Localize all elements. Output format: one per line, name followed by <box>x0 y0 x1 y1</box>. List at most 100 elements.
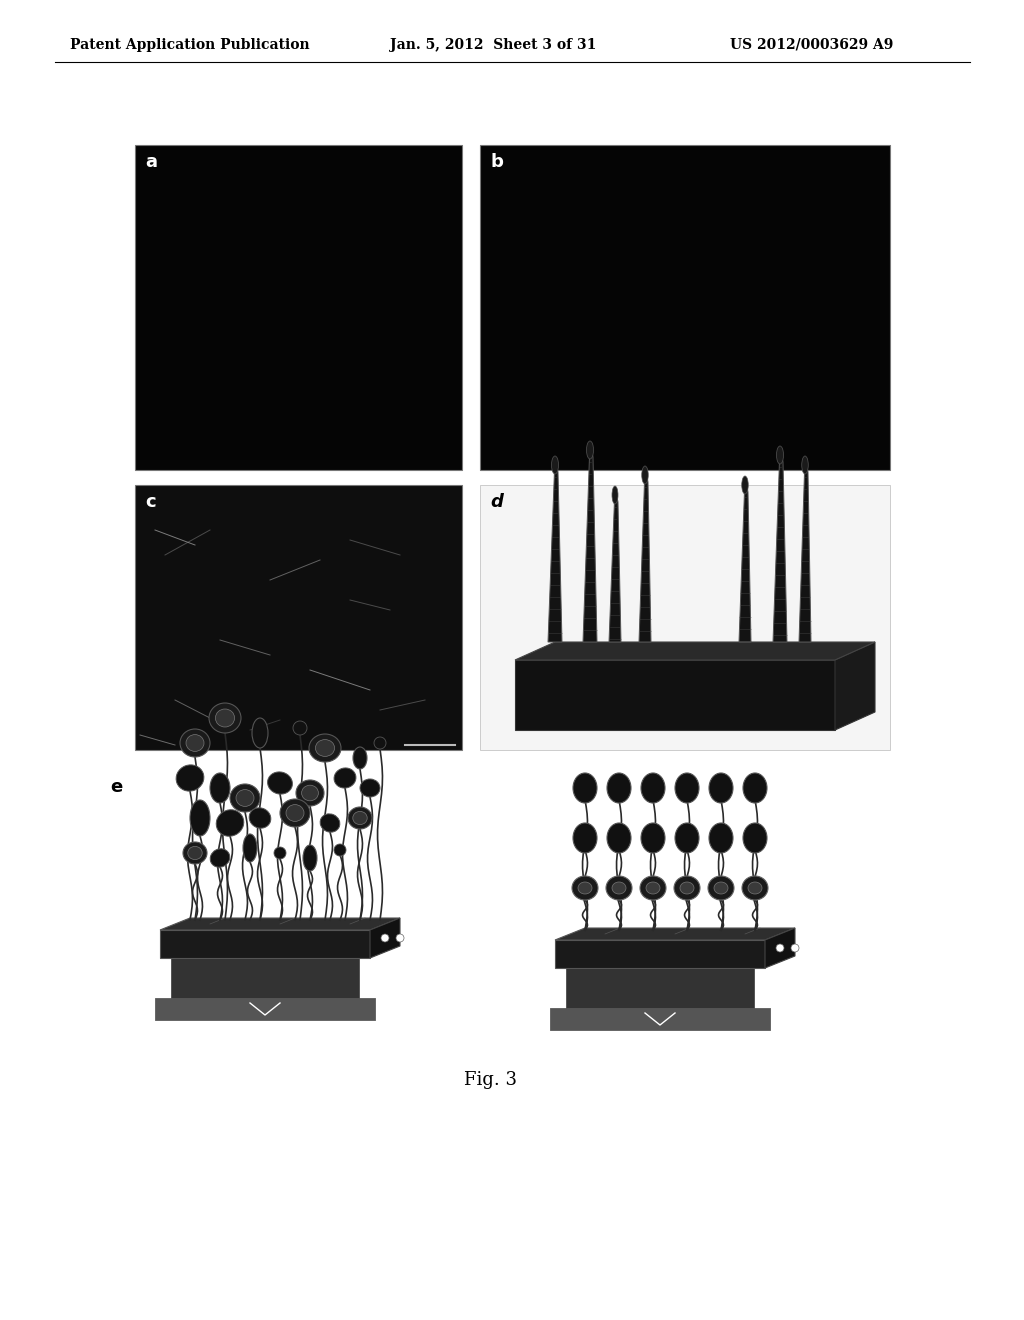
Ellipse shape <box>249 808 270 828</box>
Circle shape <box>274 847 286 859</box>
Polygon shape <box>160 931 370 958</box>
Ellipse shape <box>236 789 254 807</box>
Ellipse shape <box>303 845 317 871</box>
Bar <box>135 145 462 470</box>
Polygon shape <box>739 477 751 642</box>
Ellipse shape <box>802 455 808 474</box>
Polygon shape <box>583 442 597 642</box>
Text: a: a <box>145 153 157 172</box>
Ellipse shape <box>243 834 257 862</box>
Ellipse shape <box>709 774 733 803</box>
Text: Jan. 5, 2012  Sheet 3 of 31: Jan. 5, 2012 Sheet 3 of 31 <box>390 38 596 51</box>
Polygon shape <box>515 642 874 660</box>
Ellipse shape <box>180 729 210 756</box>
Ellipse shape <box>641 774 665 803</box>
Text: Fig. 3: Fig. 3 <box>464 1071 516 1089</box>
Ellipse shape <box>360 779 380 797</box>
Ellipse shape <box>210 849 229 867</box>
Ellipse shape <box>641 822 665 853</box>
Ellipse shape <box>286 805 304 821</box>
Ellipse shape <box>741 477 749 494</box>
Ellipse shape <box>183 842 207 865</box>
Ellipse shape <box>572 876 598 900</box>
Polygon shape <box>835 642 874 730</box>
Ellipse shape <box>743 822 767 853</box>
Ellipse shape <box>573 774 597 803</box>
Polygon shape <box>555 940 765 968</box>
Polygon shape <box>555 928 795 940</box>
Polygon shape <box>171 958 359 998</box>
Polygon shape <box>799 457 811 642</box>
Ellipse shape <box>674 876 700 900</box>
Ellipse shape <box>612 882 626 894</box>
Ellipse shape <box>680 882 694 894</box>
Ellipse shape <box>776 446 783 465</box>
Polygon shape <box>566 968 754 1008</box>
Circle shape <box>374 737 386 748</box>
Polygon shape <box>639 467 651 642</box>
Ellipse shape <box>321 814 340 832</box>
Ellipse shape <box>578 882 592 894</box>
Ellipse shape <box>296 780 324 807</box>
Ellipse shape <box>215 709 234 727</box>
Polygon shape <box>765 928 795 968</box>
Polygon shape <box>515 660 835 730</box>
Ellipse shape <box>573 822 597 853</box>
Ellipse shape <box>216 809 244 837</box>
Bar <box>480 484 890 750</box>
Ellipse shape <box>708 876 734 900</box>
Circle shape <box>293 721 307 735</box>
Ellipse shape <box>607 774 631 803</box>
Polygon shape <box>548 457 562 642</box>
Text: US 2012/0003629 A9: US 2012/0003629 A9 <box>730 38 893 51</box>
Ellipse shape <box>646 882 660 894</box>
Ellipse shape <box>252 718 268 748</box>
Ellipse shape <box>353 747 367 770</box>
Circle shape <box>381 935 389 942</box>
Text: e: e <box>110 777 122 796</box>
Ellipse shape <box>742 876 768 900</box>
Ellipse shape <box>743 774 767 803</box>
Ellipse shape <box>607 822 631 853</box>
Ellipse shape <box>176 764 204 791</box>
Ellipse shape <box>315 739 335 756</box>
Circle shape <box>791 944 799 952</box>
Ellipse shape <box>675 774 699 803</box>
Ellipse shape <box>209 704 241 733</box>
Ellipse shape <box>748 882 762 894</box>
Ellipse shape <box>640 876 666 900</box>
Polygon shape <box>773 447 787 642</box>
Ellipse shape <box>709 822 733 853</box>
Text: c: c <box>145 492 156 511</box>
Ellipse shape <box>612 486 618 504</box>
Circle shape <box>396 935 404 942</box>
Ellipse shape <box>190 800 210 836</box>
Ellipse shape <box>267 772 293 795</box>
Ellipse shape <box>348 807 372 829</box>
Ellipse shape <box>186 735 204 751</box>
Ellipse shape <box>187 846 202 859</box>
Polygon shape <box>609 487 621 642</box>
Bar <box>480 145 890 470</box>
Ellipse shape <box>675 822 699 853</box>
Ellipse shape <box>642 466 648 484</box>
Text: b: b <box>490 153 503 172</box>
Polygon shape <box>550 1008 770 1030</box>
Ellipse shape <box>210 774 230 803</box>
Ellipse shape <box>587 441 594 459</box>
Ellipse shape <box>714 882 728 894</box>
Ellipse shape <box>230 784 260 812</box>
Ellipse shape <box>302 785 318 801</box>
Text: d: d <box>490 492 503 511</box>
Bar <box>135 484 462 750</box>
Ellipse shape <box>280 799 310 828</box>
Polygon shape <box>160 917 400 931</box>
Polygon shape <box>155 998 375 1020</box>
Polygon shape <box>370 917 400 958</box>
Ellipse shape <box>353 812 368 825</box>
Ellipse shape <box>309 734 341 762</box>
Circle shape <box>334 843 346 855</box>
Ellipse shape <box>606 876 632 900</box>
Ellipse shape <box>552 455 558 474</box>
Text: Patent Application Publication: Patent Application Publication <box>70 38 309 51</box>
